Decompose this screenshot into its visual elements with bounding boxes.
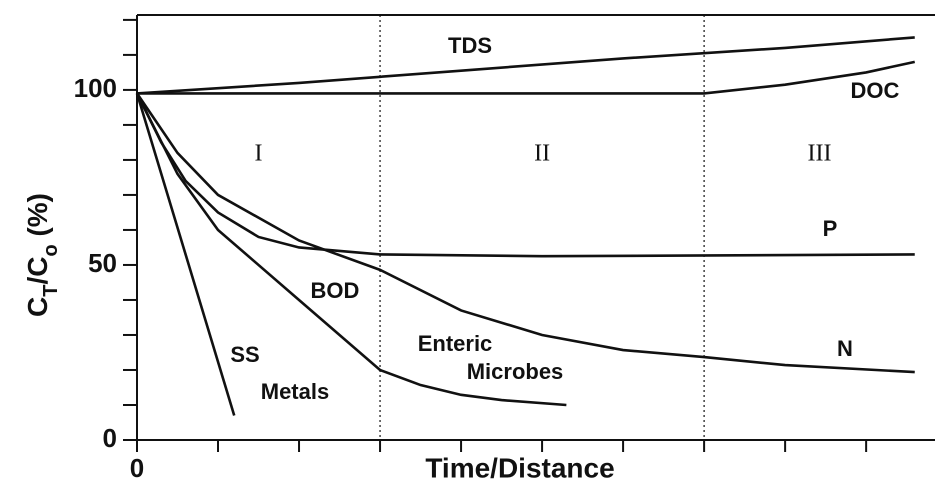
y-axis-title-subscript: T xyxy=(40,285,62,297)
curve-label: Enteric xyxy=(418,331,493,356)
curve-label: SS xyxy=(230,342,259,367)
y-tick-label: 0 xyxy=(103,423,117,453)
curve-label: DOC xyxy=(851,78,900,103)
y-axis-title: CT/Co (%) xyxy=(22,193,62,317)
y-axis-title-part: C xyxy=(22,297,53,317)
line-series xyxy=(136,36,915,95)
region-label: III xyxy=(808,141,832,167)
line-series xyxy=(135,93,236,416)
curve-label: N xyxy=(837,336,853,361)
region-label: I xyxy=(255,141,263,167)
y-axis-title-subscript: o xyxy=(40,244,62,256)
x-axis-title: Time/Distance xyxy=(425,452,614,483)
line-series xyxy=(135,92,915,374)
line-series xyxy=(135,92,567,407)
curve-label: Metals xyxy=(261,379,329,404)
x-tick-label: 0 xyxy=(130,453,144,483)
y-axis-title-part: (%) xyxy=(22,193,53,244)
curve-label: BOD xyxy=(311,278,360,303)
curve-label: Microbes xyxy=(467,359,564,384)
line-series xyxy=(137,60,916,95)
y-axis-title-part: /C xyxy=(22,257,53,285)
y-tick-label: 100 xyxy=(74,73,117,103)
y-tick-label: 50 xyxy=(88,248,117,278)
region-label: II xyxy=(534,141,550,167)
curve-label: TDS xyxy=(448,33,492,58)
curve-label: P xyxy=(823,216,838,241)
line-series xyxy=(135,92,915,258)
